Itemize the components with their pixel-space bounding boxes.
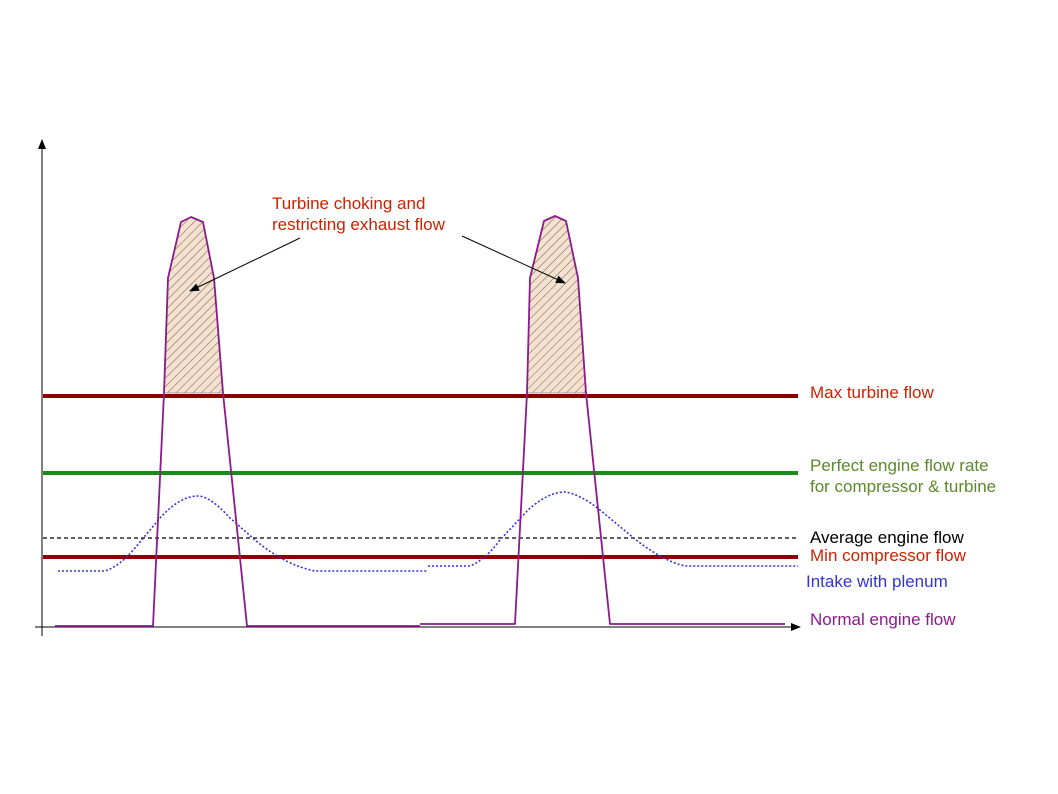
label-intake-with-plenum: Intake with plenum (806, 572, 948, 591)
annotation-arrow-right (461, 235, 566, 284)
choke-region-left (163, 216, 224, 394)
label-average-engine-flow: Average engine flow (810, 528, 964, 547)
annotation-text-line1: Turbine choking and (272, 194, 425, 213)
label-min-compressor-flow: Min compressor flow (810, 546, 967, 565)
intake-plenum-curve (58, 491, 798, 572)
label-perfect-flow-line2: for compressor & turbine (810, 477, 996, 496)
annotation-text-line2: restricting exhaust flow (272, 215, 446, 234)
label-normal-engine-flow: Normal engine flow (810, 610, 956, 629)
label-max-turbine-flow: Max turbine flow (810, 383, 934, 402)
annotation-arrow-left (189, 237, 301, 292)
normal-engine-flow-curve (55, 215, 785, 627)
label-perfect-flow-line1: Perfect engine flow rate (810, 456, 989, 475)
choke-region-right (526, 215, 587, 394)
